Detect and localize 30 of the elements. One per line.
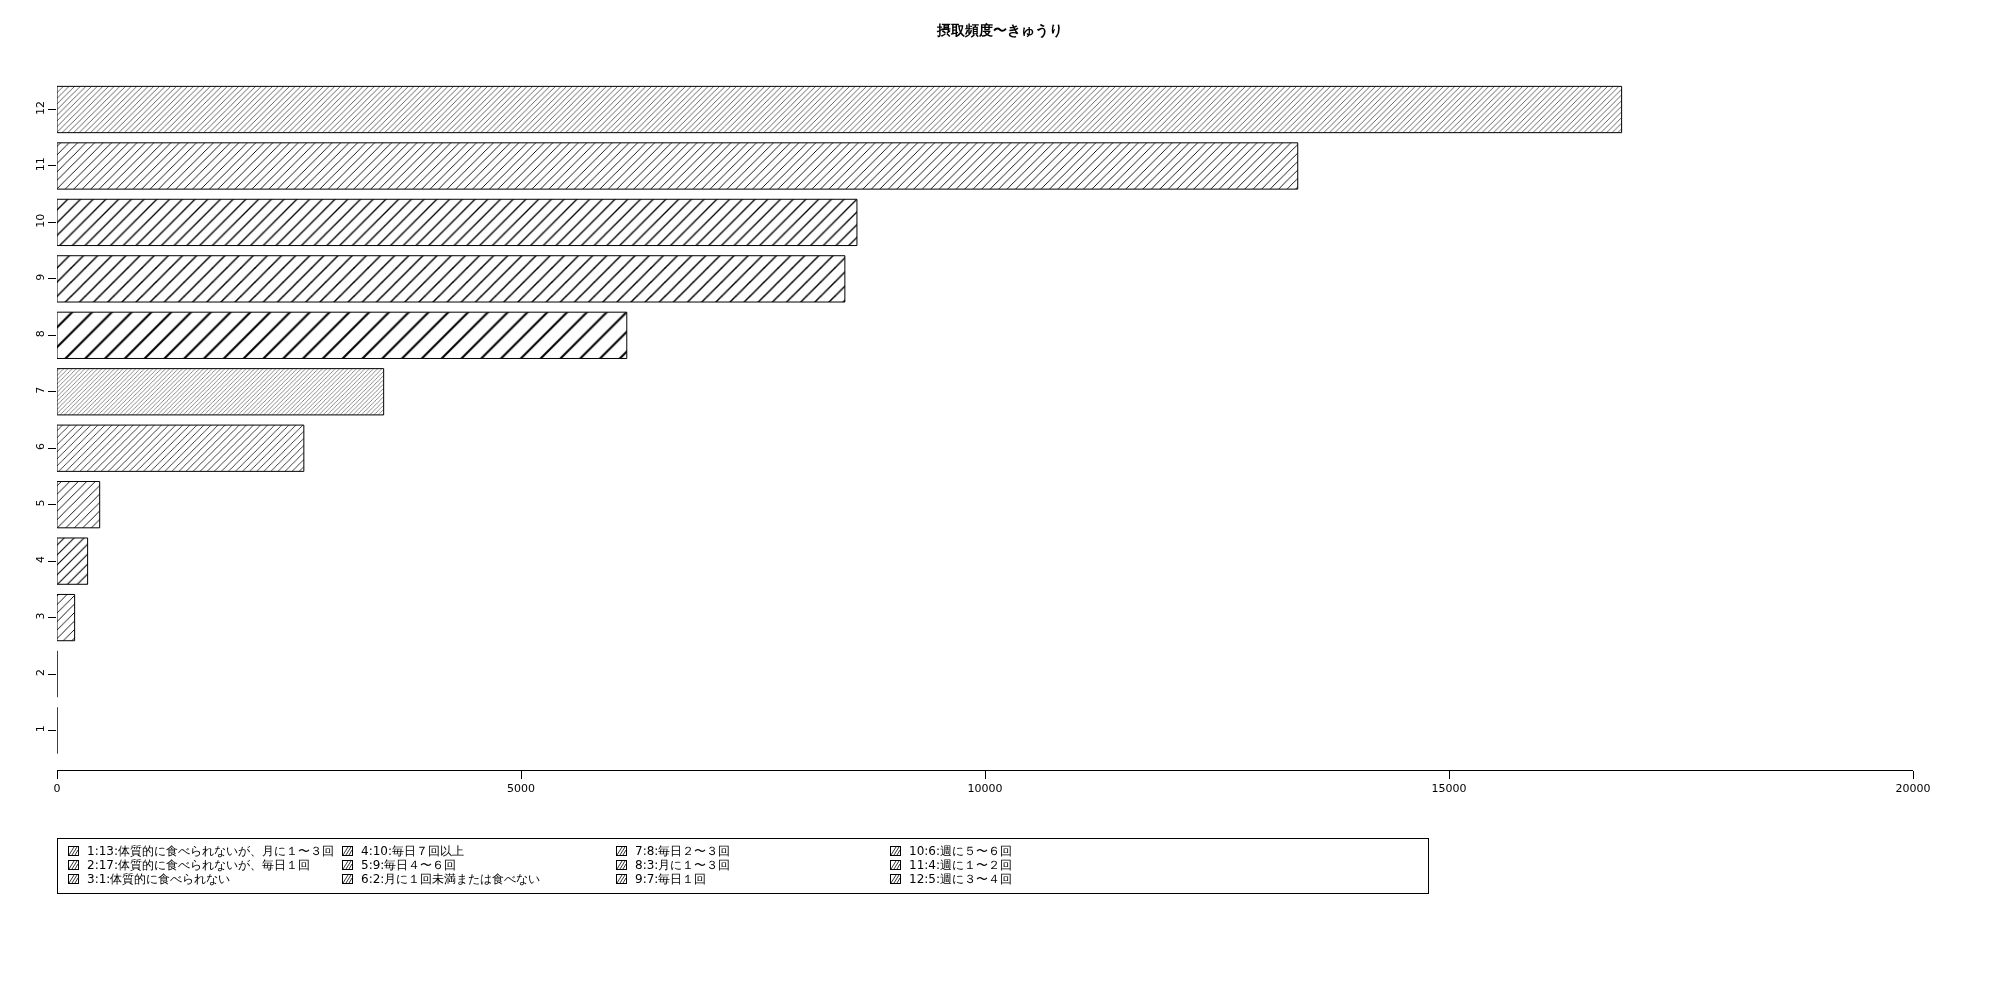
y-tick-label: 6 (33, 443, 47, 451)
text: 5:9:毎日４〜６回 (361, 858, 457, 872)
y-tick-label: 5 (33, 499, 47, 507)
x-tick-label: 15000 (1431, 782, 1467, 796)
chart-title: 摂取頻度〜きゅうり (936, 21, 1063, 39)
x-tick-label: 20000 (1895, 782, 1931, 796)
y-tick-label: 1 (33, 725, 47, 733)
text: 7:8:毎日２〜３回 (635, 844, 731, 858)
y-tick-label: 7 (33, 386, 47, 394)
x-tick-label: 5000 (507, 782, 535, 796)
text: 6:2:月に１回未満または食べない (361, 872, 541, 886)
y-tick-label: 10 (33, 213, 47, 228)
x-tick-label: 10000 (967, 782, 1003, 796)
text: 8:3:月に１〜３回 (635, 858, 731, 872)
text: 11:4:週に１〜２回 (909, 858, 1012, 872)
y-tick-label: 4 (33, 555, 47, 563)
text: 3:1:体質的に食べられない (87, 872, 231, 886)
text: 9:7:毎日１回 (635, 872, 707, 886)
text: 4:10:毎日７回以上 (361, 844, 464, 858)
text: 10:6:週に５〜６回 (909, 844, 1012, 858)
y-tick-label: 3 (33, 612, 47, 620)
text: 1:13:体質的に食べられないが、月に１〜３回 (87, 844, 334, 858)
x-tick-label: 0 (53, 782, 61, 796)
y-tick-label: 9 (33, 273, 47, 281)
y-tick-label: 2 (33, 668, 47, 676)
y-tick-label: 8 (33, 330, 47, 338)
text: 2:17:体質的に食べられないが、毎日１回 (87, 858, 310, 872)
y-tick-label: 12 (33, 100, 47, 115)
y-tick-label: 11 (33, 157, 47, 172)
text: 12:5:週に３〜４回 (909, 872, 1012, 886)
